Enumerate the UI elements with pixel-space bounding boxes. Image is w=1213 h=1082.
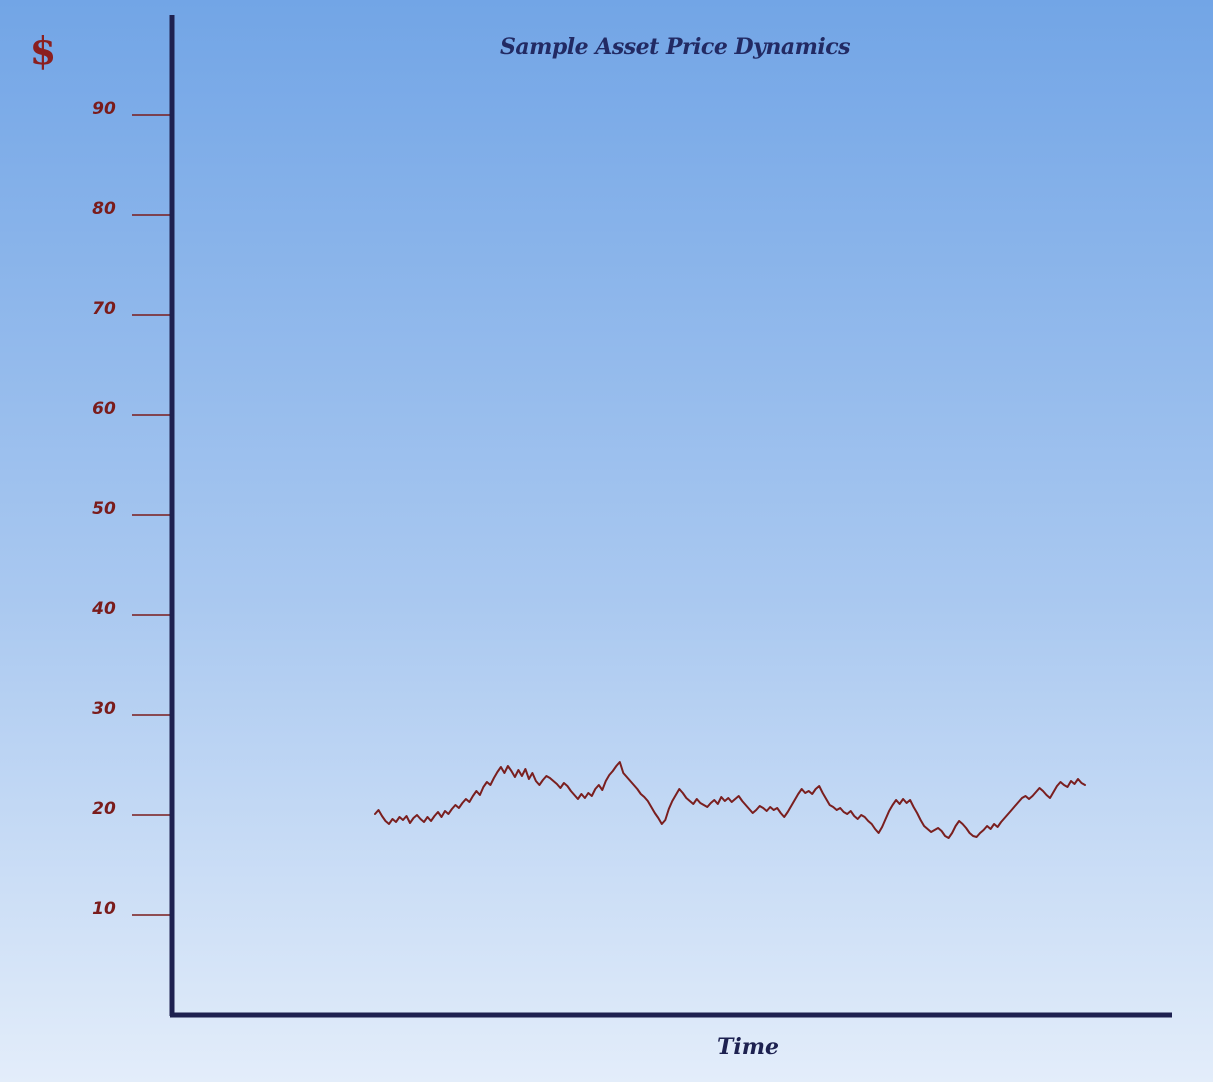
y-tick-label: 20	[92, 799, 116, 819]
y-tick-label: 40	[91, 599, 116, 619]
y-tick-label: 80	[92, 199, 116, 219]
series-line	[374, 761, 1086, 839]
chart-title: Sample Asset Price Dynamics	[500, 34, 850, 60]
y-tick-label: 70	[92, 299, 116, 319]
y-tick-label: 30	[92, 699, 116, 719]
y-tick-label: 10	[92, 899, 116, 919]
y-axis-ticks: 10 20 30 40 50 60 70 80 90	[91, 99, 170, 919]
y-tick-label: 50	[92, 499, 116, 519]
y-tick-label: 90	[92, 99, 116, 119]
y-axis-label: $	[30, 28, 56, 73]
y-tick-label: 60	[92, 399, 116, 419]
x-axis-label: Time	[717, 1034, 779, 1060]
